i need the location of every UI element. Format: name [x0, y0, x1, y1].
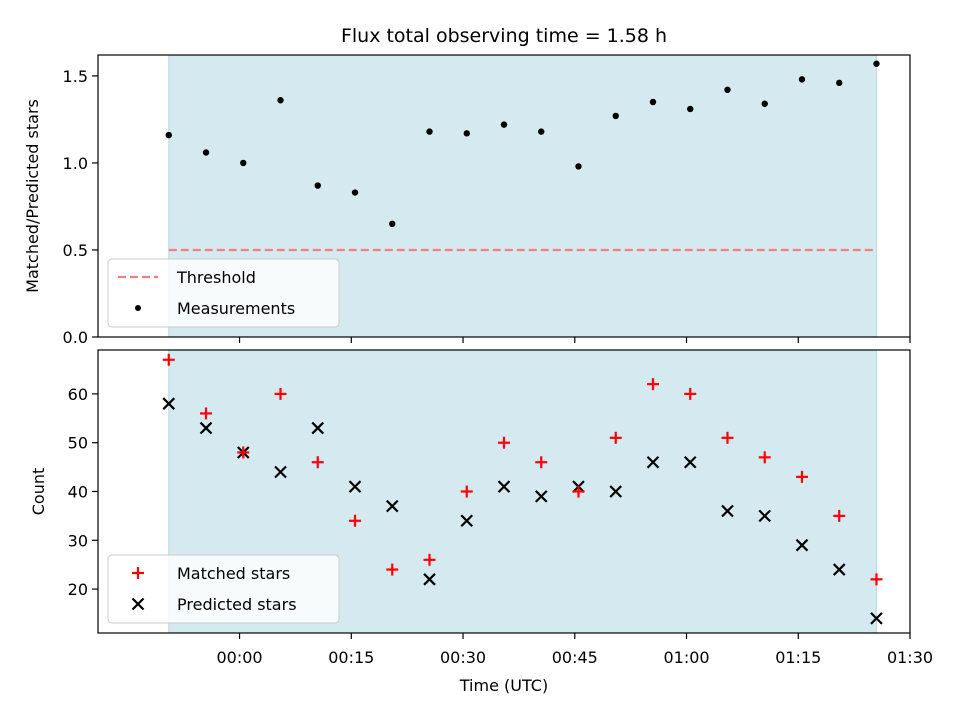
matched-star-marker [795, 470, 808, 483]
x-tick-label: 00:15 [328, 648, 374, 667]
x-tick-label: 00:30 [440, 648, 486, 667]
y-tick-label: 0.0 [63, 328, 88, 347]
y-tick-label: 1.0 [63, 154, 88, 173]
ratio-x-ticks [238, 337, 911, 343]
x-tick-label: 01:15 [775, 648, 821, 667]
predicted-star-marker [199, 421, 213, 435]
predicted-star-marker [832, 563, 846, 576]
legend-predicted-swatch [131, 597, 145, 611]
predicted-star-marker [348, 480, 362, 493]
matched-star-marker [721, 431, 734, 444]
measurement-point [202, 149, 210, 156]
measurement-point [240, 159, 247, 167]
measurement-point [277, 97, 284, 104]
ratio-panel-frame [97, 54, 911, 338]
measurement-point [873, 60, 880, 67]
matched-star-marker [535, 456, 548, 469]
ratio-y-axis-label: Matched/Predicted stars [23, 99, 42, 293]
predicted-star-marker [795, 538, 809, 552]
x-tick-label: 01:30 [887, 648, 933, 667]
x-tick-label: 00:45 [552, 648, 598, 667]
measurement-point [314, 182, 321, 189]
ratio-panel: 0.0 0.5 1.0 1.5 Matched/Predicted stars Thr… [23, 54, 911, 347]
predicted-star-marker [534, 490, 548, 503]
measurement-point [426, 128, 433, 135]
legend-box [107, 258, 340, 328]
matched-star-marker [274, 387, 287, 400]
x-tick-label: 00:00 [216, 648, 262, 667]
ratio-legend: Threshold Measurements [107, 258, 340, 328]
y-tick-label: 1.5 [63, 67, 88, 86]
legend-label: Measurements [177, 299, 295, 318]
matched-star-marker [460, 485, 473, 498]
measurement-point [761, 100, 768, 107]
predicted-star-marker [311, 421, 325, 435]
predicted-star-marker [609, 485, 623, 498]
predicted-star-marker [274, 465, 287, 479]
legend-label: Predicted stars [177, 595, 297, 614]
count-legend: Matched stars Predicted stars [107, 554, 340, 624]
y-tick-label: 30 [68, 531, 88, 550]
matched-star-marker [237, 446, 250, 459]
matched-star-marker [572, 485, 585, 498]
measurement-point [351, 189, 359, 196]
count-points [162, 353, 883, 625]
predicted-star-marker [646, 455, 660, 469]
matched-star-marker [833, 509, 846, 522]
measurement-point [165, 131, 172, 139]
matched-star-marker [870, 573, 883, 586]
count-panel: 20 30 40 50 60 00:00 00:15 00:30 00:45 01:00 01:1… [29, 349, 933, 695]
matched-star-marker [498, 436, 510, 449]
predicted-star-marker [758, 509, 772, 523]
y-tick-label: 20 [68, 580, 88, 599]
y-tick-label: 60 [68, 385, 88, 404]
matched-star-marker [646, 378, 659, 391]
legend-label: Matched stars [177, 564, 290, 583]
predicted-star-marker [721, 504, 734, 518]
predicted-star-marker [683, 455, 697, 469]
count-y-axis-label: Count [29, 468, 48, 516]
x-tick-label: 01:00 [663, 648, 709, 667]
y-tick-label: 0.5 [63, 241, 88, 260]
time-x-axis-label: Time (UTC) [459, 676, 548, 695]
matched-star-marker [386, 563, 399, 576]
chart-title: Flux total observing time = 1.58 h [341, 25, 667, 47]
measurement-point [836, 79, 843, 87]
ratio-y-ticks: 0.0 0.5 1.0 1.5 [63, 67, 98, 347]
y-tick-label: 50 [68, 434, 88, 453]
measurement-point [612, 112, 619, 120]
measurement-point [389, 220, 396, 228]
matched-star-marker [758, 451, 771, 464]
matched-star-marker [162, 353, 175, 366]
measurement-point [575, 163, 582, 170]
legend-measurement-swatch [135, 305, 141, 311]
count-y-ticks: 20 30 40 50 60 [68, 385, 98, 599]
predicted-star-marker [460, 514, 474, 528]
measurement-points [165, 60, 880, 228]
matched-star-marker [684, 387, 697, 400]
measurement-point [463, 130, 470, 137]
legend-label: Threshold [176, 268, 256, 287]
predicted-star-marker [497, 480, 511, 493]
predicted-star-marker [385, 499, 399, 513]
predicted-star-marker [423, 573, 436, 586]
measurement-point [538, 128, 545, 135]
matched-star-marker [349, 514, 362, 527]
matched-star-marker [423, 553, 436, 566]
measurement-point [649, 98, 657, 106]
predicted-star-marker [162, 397, 176, 410]
matched-star-marker [200, 407, 213, 420]
measurement-point [798, 76, 806, 83]
measurement-point [687, 105, 694, 113]
y-tick-label: 40 [68, 483, 88, 502]
predicted-star-marker [870, 612, 883, 625]
matched-star-marker [609, 431, 622, 444]
legend-box [107, 554, 340, 624]
matched-star-marker [311, 456, 324, 469]
time-x-ticks: 00:00 00:15 00:30 00:45 01:00 01:15 01:30 [216, 633, 933, 667]
legend-matched-swatch [132, 567, 144, 579]
measurement-point [724, 86, 731, 94]
measurement-point [500, 121, 508, 128]
